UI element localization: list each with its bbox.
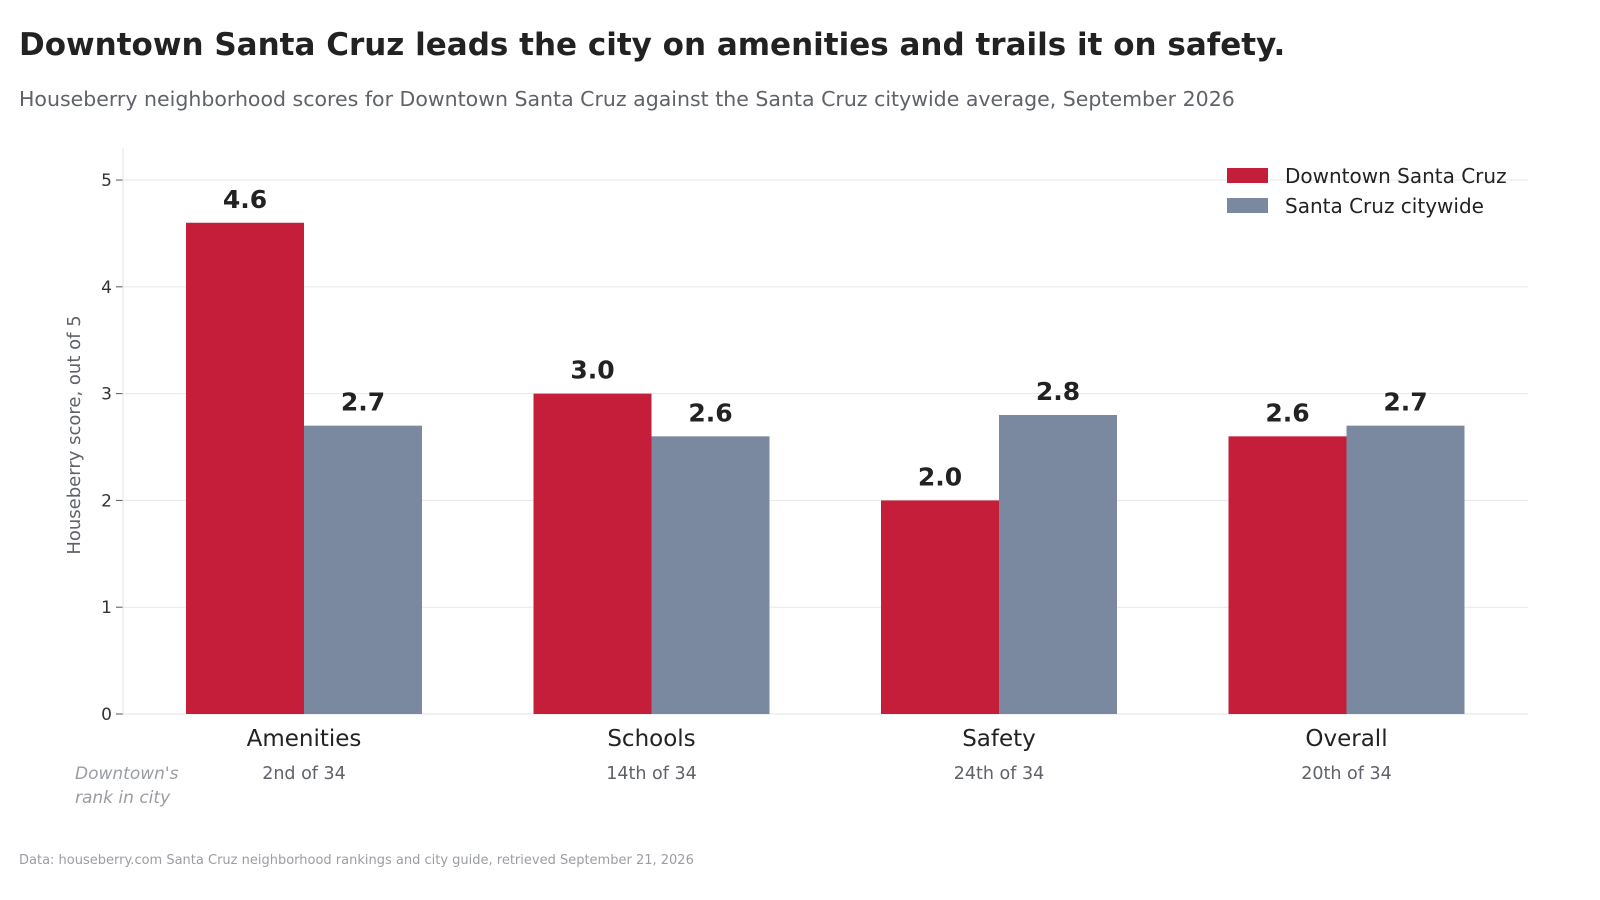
rank-value: 2nd of 34: [262, 764, 346, 784]
bar-value-label: 2.0: [918, 462, 962, 491]
y-tick-label: 5: [101, 171, 112, 191]
rank-value: 14th of 34: [606, 764, 696, 784]
chart-subtitle: Houseberry neighborhood scores for Downt…: [19, 87, 1235, 111]
y-tick-label: 4: [101, 278, 112, 298]
rank-caption-line-2: rank in city: [75, 788, 171, 808]
bar-schools-downtown: [533, 393, 652, 714]
x-tick-label: Overall: [1305, 726, 1387, 752]
bar-value-label: 3.0: [570, 356, 614, 385]
rank-value: 24th of 34: [954, 764, 1044, 784]
y-tick-label: 3: [101, 385, 112, 405]
bar-amenities-downtown: [186, 222, 304, 715]
source-note: Data: houseberry.com Santa Cruz neighbor…: [19, 853, 694, 868]
chart-title: Downtown Santa Cruz leads the city on am…: [19, 27, 1286, 63]
x-tick-label: Safety: [962, 726, 1036, 752]
bar-value-label: 2.7: [341, 388, 385, 417]
x-tick-label: Amenities: [247, 726, 362, 752]
bar-value-label: 2.6: [688, 398, 732, 427]
y-tick-label: 0: [101, 705, 112, 725]
bar-amenities-citywide: [304, 425, 422, 714]
y-axis-label: Houseberry score, out of 5: [64, 315, 85, 554]
y-tick-label: 1: [101, 598, 112, 618]
x-tick-label: Schools: [607, 726, 695, 752]
bar-schools-citywide: [651, 436, 770, 714]
bar-value-label: 4.6: [223, 185, 267, 214]
bar-overall-citywide: [1346, 425, 1465, 714]
bar-value-label: 2.8: [1036, 377, 1080, 406]
legend-swatch-downtown: [1227, 168, 1268, 183]
legend-label: Downtown Santa Cruz: [1285, 164, 1507, 188]
rank-value: 20th of 34: [1301, 764, 1391, 784]
legend-swatch-citywide: [1227, 198, 1268, 213]
y-tick-label: 2: [101, 491, 112, 511]
legend-label: Santa Cruz citywide: [1285, 194, 1484, 218]
bar-overall-downtown: [1228, 436, 1347, 714]
bar-safety-downtown: [881, 500, 999, 714]
bar-value-label: 2.7: [1383, 388, 1427, 417]
rank-caption-line-1: Downtown's: [75, 764, 179, 784]
bar-safety-citywide: [999, 414, 1117, 714]
bar-value-label: 2.6: [1265, 398, 1309, 427]
